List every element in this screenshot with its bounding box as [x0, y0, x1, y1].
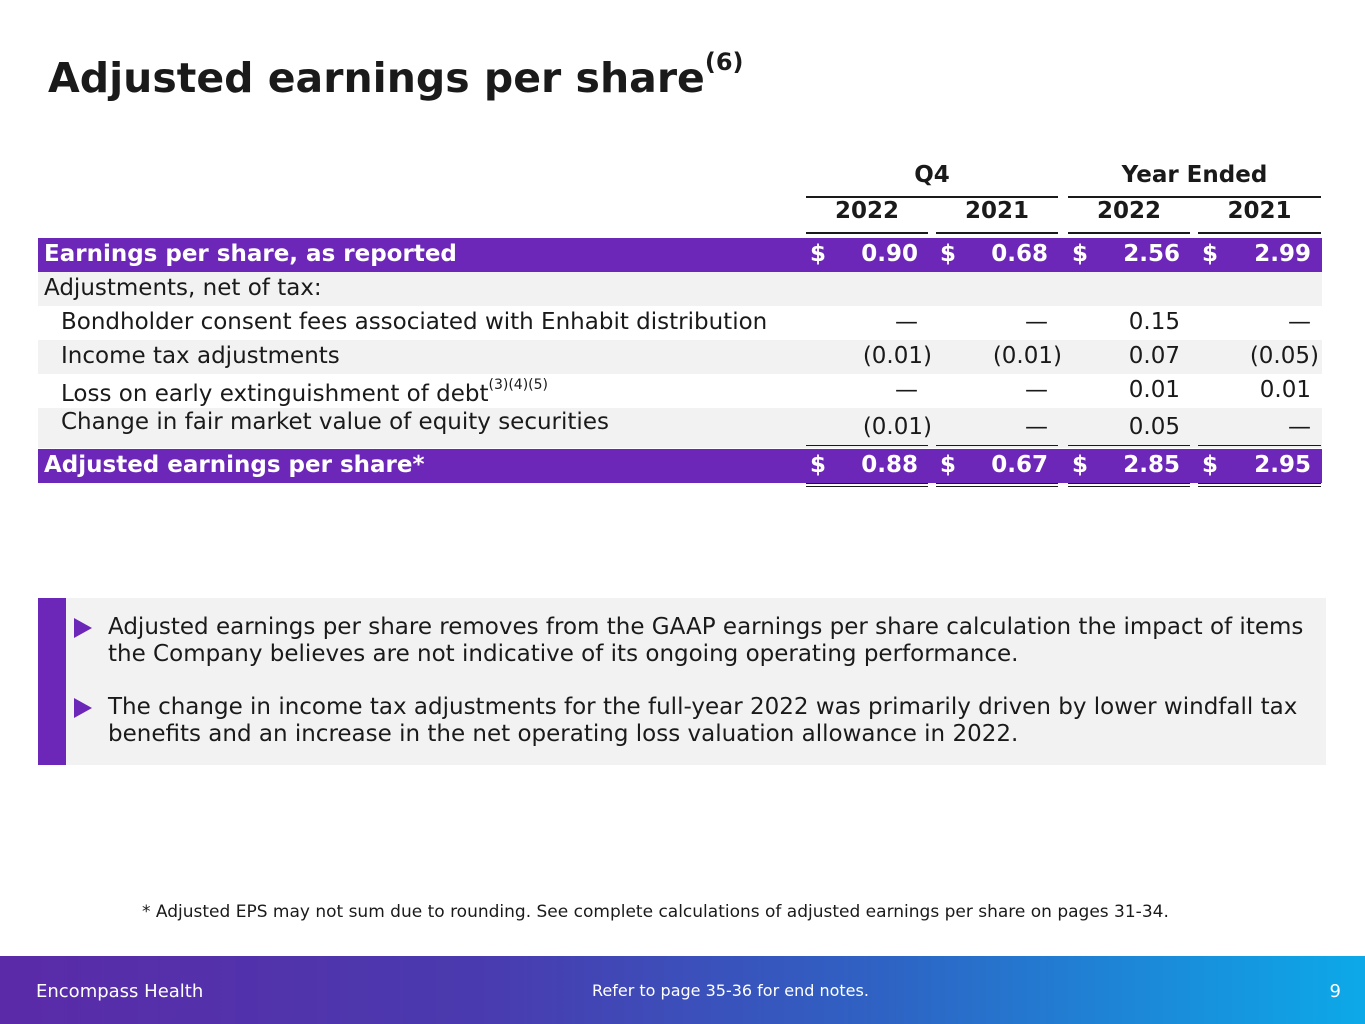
row-bondholder-fees: Bondholder consent fees associated with …	[38, 306, 1322, 340]
page-title: Adjusted earnings per share(6)	[48, 48, 744, 102]
footer-reference: Refer to page 35-36 for end notes.	[592, 981, 869, 1000]
commentary-bullet-2: The change in income tax adjustments for…	[74, 694, 1308, 748]
row-label: Income tax adjustments	[61, 343, 340, 369]
cell-ye-2022: 0.15	[1128, 309, 1180, 335]
cell-q4-2021: $0.68	[940, 241, 1048, 267]
footer-brand: Encompass Health	[36, 981, 204, 1002]
cell-q4-2021: (0.01)	[992, 343, 1062, 369]
cell-q4-2021: —	[1025, 309, 1048, 335]
cell-q4-2021: $0.67	[936, 452, 1058, 487]
row-label: Adjustments, net of tax:	[44, 275, 322, 301]
cell-ye-2022: $2.56	[1072, 241, 1180, 267]
cell-q4-2021: —	[1025, 377, 1048, 403]
row-label: Adjusted earnings per share*	[44, 452, 425, 478]
cell-ye-2022: $2.85	[1068, 452, 1190, 487]
cell-q4-2022: $0.90	[810, 241, 918, 267]
triangle-right-icon	[74, 618, 92, 638]
row-adjustments-header: Adjustments, net of tax:	[38, 272, 1322, 306]
page-number: 9	[1329, 981, 1341, 1002]
header-q4: Q4	[806, 162, 1058, 198]
footer-bar: Encompass Health Refer to page 35-36 for…	[0, 956, 1365, 1024]
cell-ye-2021: —	[1288, 309, 1311, 335]
cell-ye-2021: $2.99	[1202, 241, 1311, 267]
commentary-box: Adjusted earnings per share removes from…	[38, 598, 1326, 765]
header-q4-2021: 2021	[936, 198, 1058, 234]
accent-bar	[38, 598, 66, 765]
cell-q4-2022: $0.88	[806, 452, 928, 487]
commentary-bullet-1: Adjusted earnings per share removes from…	[74, 614, 1308, 668]
row-loss-extinguishment-debt: Loss on early extinguishment of debt(3)(…	[38, 374, 1322, 408]
row-label-superscript: (3)(4)(5)	[488, 377, 549, 393]
row-fair-market-value: Change in fair market value of equity se…	[38, 408, 1322, 448]
header-q4-2022: 2022	[806, 198, 928, 234]
header-ye-2022: 2022	[1068, 198, 1190, 234]
row-income-tax-adjustments: Income tax adjustments (0.01) (0.01) 0.0…	[38, 340, 1322, 374]
row-label: Change in fair market value of equity se…	[61, 409, 609, 435]
triangle-right-icon	[74, 698, 92, 718]
cell-q4-2022: —	[895, 309, 918, 335]
row-eps-reported: Earnings per share, as reported $0.90 $0…	[38, 238, 1322, 272]
footnote: * Adjusted EPS may not sum due to roundi…	[142, 902, 1169, 922]
title-superscript: (6)	[704, 48, 744, 76]
cell-ye-2021: 0.01	[1259, 377, 1311, 403]
header-ye-2021: 2021	[1198, 198, 1321, 234]
cell-q4-2022: (0.01)	[862, 343, 932, 369]
cell-ye-2022: 0.07	[1128, 343, 1180, 369]
cell-ye-2021: (0.05)	[1249, 343, 1319, 369]
row-adjusted-eps: Adjusted earnings per share* $0.88 $0.67…	[38, 449, 1322, 487]
cell-ye-2022: 0.05	[1068, 414, 1190, 446]
cell-ye-2021: $2.95	[1198, 452, 1321, 487]
cell-ye-2021: —	[1198, 414, 1321, 446]
row-label: Earnings per share, as reported	[44, 241, 457, 267]
cell-ye-2022: 0.01	[1128, 377, 1180, 403]
cell-q4-2021: —	[936, 414, 1058, 446]
row-label: Loss on early extinguishment of debt(3)(…	[61, 377, 549, 407]
cell-q4-2022: —	[895, 377, 918, 403]
cell-q4-2022: (0.01)	[806, 414, 932, 446]
row-label: Bondholder consent fees associated with …	[61, 309, 768, 335]
header-year-ended: Year Ended	[1068, 162, 1321, 198]
